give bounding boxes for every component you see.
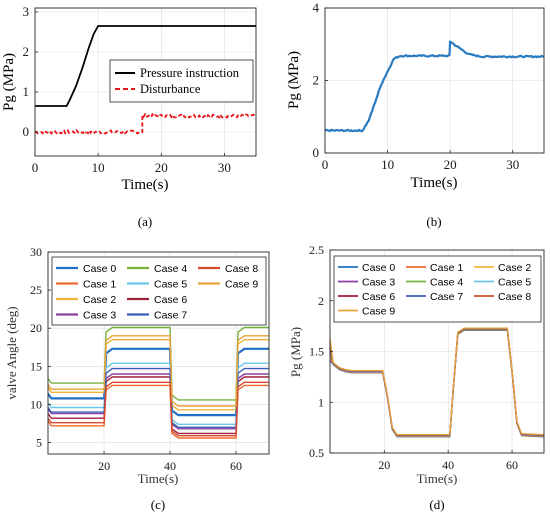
y-tick-label: 20 <box>30 321 42 335</box>
legend-label-case-7: Case 7 <box>430 291 463 303</box>
legend-label-case-1: Case 1 <box>83 279 116 291</box>
legend-label-case-8: Case 8 <box>498 291 531 303</box>
panel-a-legend-label-pressure: Pressure instruction <box>140 66 240 80</box>
panel-c-series <box>47 326 269 439</box>
x-tick-label: 20 <box>378 458 390 472</box>
legend-label-case-5: Case 5 <box>154 279 187 291</box>
y-tick-label: 5 <box>36 436 42 450</box>
panel-b-series <box>324 40 545 133</box>
legend-label-case-8: Case 8 <box>225 263 258 275</box>
legend-label-case-2: Case 2 <box>498 262 531 274</box>
series-line-case-8 <box>47 381 269 437</box>
y-tick-label: 0 <box>23 124 30 139</box>
y-tick-label: 0 <box>313 145 320 160</box>
panel-a-x-axis-label: Time(s) <box>122 177 169 193</box>
x-tick-label: 40 <box>164 459 176 473</box>
x-tick-label: 0 <box>32 160 39 175</box>
y-tick-label: 25 <box>30 283 42 297</box>
y-tick-label: 1 <box>23 84 30 99</box>
series-line-case-9 <box>47 335 269 407</box>
panel-a-plot-frame <box>34 7 257 157</box>
x-tick-label: 10 <box>92 160 105 175</box>
legend-label-case-3: Case 3 <box>83 310 116 322</box>
y-tick-label: 3 <box>23 4 30 19</box>
y-tick-label: 2 <box>23 44 30 59</box>
panel-a-series <box>34 25 257 135</box>
x-tick-label: 20 <box>155 160 168 175</box>
panel-d-ticks: 20 40 60 0.5 1 1.5 2 2.5 <box>309 243 518 472</box>
panel-d-legend-box <box>333 255 542 323</box>
panel-c-caption: (c) <box>151 497 165 512</box>
panel-a-y-axis-label: Pg (MPa) <box>1 53 17 111</box>
panel-b: 0 10 20 30 0 2 4 Pg (MPa) Time(s) (b) <box>286 0 545 229</box>
series-line-disturbance <box>34 112 257 135</box>
x-tick-label: 10 <box>381 157 394 172</box>
legend-label-case-0: Case 0 <box>362 262 395 274</box>
panel-a-legend-label-disturbance: Disturbance <box>140 82 201 96</box>
y-tick-label: 2 <box>313 73 320 88</box>
panel-d-series <box>329 327 545 438</box>
x-tick-label: 40 <box>442 458 454 472</box>
panel-d-legend: Case 0 Case 1 Case 2 Case 3 Case 4 Case 5 Case… <box>333 255 542 323</box>
panel-d-y-axis-label: Pg (MPa) <box>288 327 303 377</box>
legend-label-case-6: Case 6 <box>154 294 187 306</box>
legend-label-case-1: Case 1 <box>430 262 463 274</box>
panel-d-x-axis-label: Time(s) <box>417 471 458 486</box>
x-tick-label: 30 <box>506 157 519 172</box>
panel-c-legend: Case 0 Case 1 Case 2 Case 3 Case 4 Case 5 Case… <box>51 256 267 326</box>
y-tick-label: 4 <box>313 0 320 15</box>
legend-label-case-2: Case 2 <box>83 294 116 306</box>
series-line-pressure-instruction <box>35 25 256 107</box>
panel-b-ticks: 0 10 20 30 0 2 4 <box>313 0 520 172</box>
legend-label-case-4: Case 4 <box>430 277 463 289</box>
legend-label-case-5: Case 5 <box>498 277 531 289</box>
legend-label-case-7: Case 7 <box>154 310 187 322</box>
series-line-case-9 <box>329 327 545 436</box>
legend-label-case-4: Case 4 <box>154 263 187 275</box>
panel-b-y-axis-label: Pg (MPa) <box>286 51 302 109</box>
y-tick-label: 10 <box>30 397 42 411</box>
y-tick-label: 30 <box>30 245 42 259</box>
x-tick-label: 30 <box>218 160 231 175</box>
panel-d-caption: (d) <box>429 497 444 512</box>
y-tick-label: 2 <box>318 294 324 308</box>
panel-a: 0 10 20 30 0 1 2 3 Pressure instruction Disturb… <box>1 4 257 229</box>
y-tick-label: 1.5 <box>309 345 324 359</box>
panel-c-legend-box <box>51 256 267 326</box>
panel-a-caption: (a) <box>138 214 152 229</box>
series-line-pressure <box>324 40 545 133</box>
panel-c-plot-frame <box>47 251 270 455</box>
x-tick-label: 20 <box>98 459 110 473</box>
panel-a-legend-box <box>109 59 254 103</box>
legend-label-case-6: Case 6 <box>362 291 395 303</box>
y-tick-label: 2.5 <box>309 243 324 257</box>
panel-a-legend: Pressure instruction Disturbance <box>109 59 254 103</box>
x-tick-label: 60 <box>230 459 242 473</box>
legend-label-case-0: Case 0 <box>83 263 116 275</box>
panel-b-caption: (b) <box>426 214 441 229</box>
y-tick-label: 15 <box>30 359 42 373</box>
panel-a-ticks: 0 10 20 30 0 1 2 3 <box>23 4 231 175</box>
y-tick-label: 1 <box>318 395 324 409</box>
legend-label-case-3: Case 3 <box>362 277 395 289</box>
x-tick-label: 20 <box>444 157 457 172</box>
legend-label-case-9: Case 9 <box>362 306 395 318</box>
x-tick-label: 0 <box>322 157 329 172</box>
panel-c-x-axis-label: Time(s) <box>138 471 179 486</box>
panel-c-y-axis-label: valve Angle (deg) <box>4 306 19 399</box>
y-tick-label: 0.5 <box>309 446 324 460</box>
panel-d: 20 40 600.511.522.5 Case 0 Case 1 Case 2Case… <box>288 243 545 512</box>
x-tick-label: 60 <box>506 458 518 472</box>
panel-b-x-axis-label: Time(s) <box>411 175 458 191</box>
legend-label-case-9: Case 9 <box>225 279 258 291</box>
panel-c-ticks: 20 40 60 5 10 15 20 25 30 <box>30 245 242 473</box>
